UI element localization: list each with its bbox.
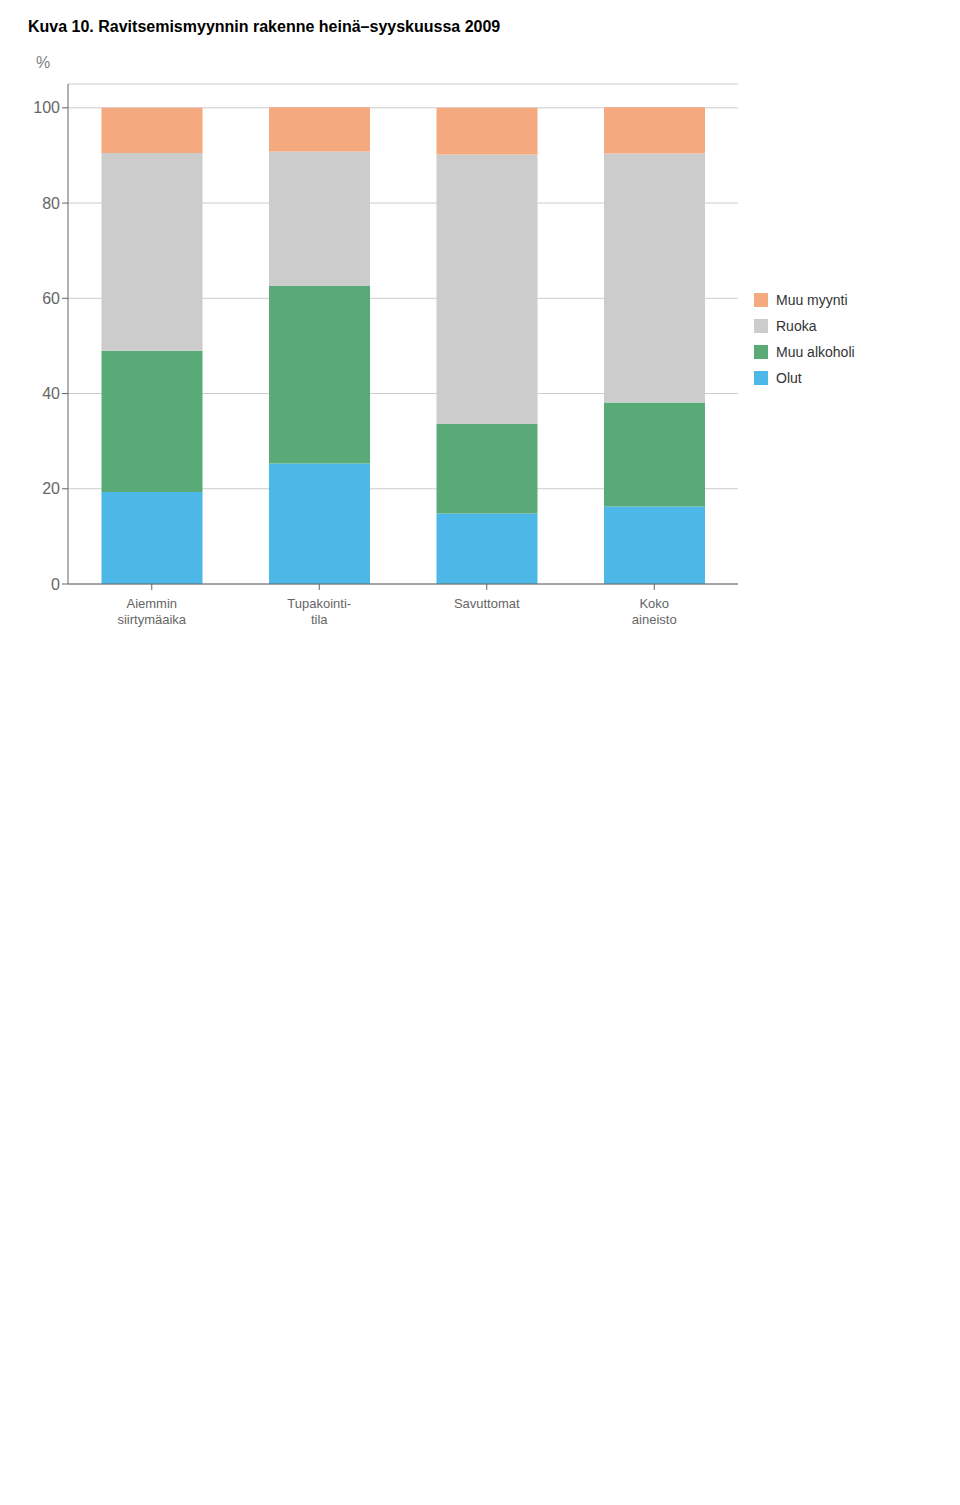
svg-text:40: 40 — [42, 385, 60, 402]
html-text:Muu myynti: Muu myynti — [776, 292, 848, 308]
svg-text:Aiemminsiirtymäaika: Aiemminsiirtymäaika — [117, 596, 186, 627]
svg-text:20: 20 — [42, 480, 60, 497]
svg-text:100: 100 — [33, 99, 60, 116]
html-text:Ruoka: Ruoka — [776, 318, 817, 334]
svg-text:0: 0 — [51, 576, 60, 593]
svg-text:80: 80 — [42, 195, 60, 212]
html-text:Kuva 10. Ravitsemismyynnin rak: Kuva 10. Ravitsemismyynnin rakenne heinä… — [28, 18, 501, 35]
svg-text:Savuttomat: Savuttomat — [454, 596, 520, 611]
html-text:Muu alkoholi: Muu alkoholi — [776, 344, 855, 360]
svg-text:60: 60 — [42, 290, 60, 307]
svg-text:Kokoaineisto: Kokoaineisto — [632, 596, 677, 627]
svg-text:Tupakointi-tila: Tupakointi-tila — [287, 596, 351, 627]
html-text:Olut: Olut — [776, 370, 802, 386]
svg-text:%: % — [36, 54, 50, 71]
